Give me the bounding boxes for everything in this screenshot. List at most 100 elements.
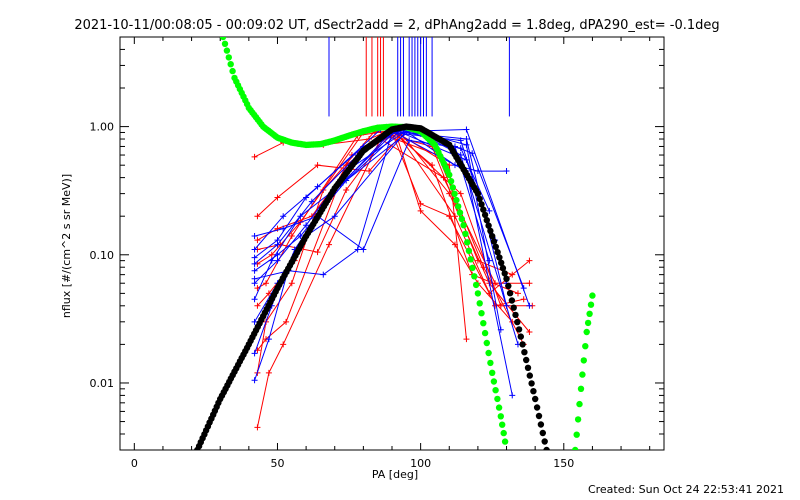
flux-point-marker: [503, 168, 510, 175]
model-curve-dot: [501, 270, 508, 277]
model-curve-dot: [490, 238, 498, 245]
model-curve-dot: [478, 310, 485, 317]
flux-point-marker: [251, 350, 258, 357]
flux-point-marker: [451, 241, 458, 248]
model-curve-dot: [219, 37, 227, 41]
flux-point-marker: [509, 271, 516, 278]
flux-point-marker: [406, 137, 413, 144]
flux-point-marker: [251, 246, 258, 253]
flux-point-marker: [251, 296, 258, 303]
flux-point-marker: [280, 213, 287, 220]
model-curve-dot: [517, 333, 524, 340]
model-curve-dot: [510, 304, 517, 311]
flux-point-marker: [486, 207, 493, 214]
model-curve-dot: [579, 371, 586, 378]
flux-point-marker: [497, 326, 504, 333]
flux-point-marker: [251, 377, 258, 384]
flux-point-marker: [274, 225, 281, 232]
model-curve-dot: [539, 429, 546, 437]
flux-point-marker: [303, 194, 310, 201]
model-curve-dot: [456, 209, 464, 216]
model-curve-dot: [483, 339, 490, 347]
model-curve-dot: [535, 412, 543, 420]
flux-point-marker: [314, 249, 321, 256]
flux-point-marker: [251, 254, 258, 261]
model-curve-dot: [576, 400, 583, 408]
model-curve-dot: [476, 195, 483, 203]
flux-point-marker: [274, 251, 281, 258]
flux-point-marker: [514, 290, 521, 297]
flux-point-marker: [360, 246, 367, 253]
model-curve-dot: [519, 341, 526, 348]
model-curve-dot: [572, 446, 579, 450]
flux-trace-line: [254, 128, 490, 354]
model-curve-dot: [471, 273, 478, 280]
model-curve-dot: [465, 247, 473, 254]
model-curve-dot: [496, 254, 503, 261]
flux-point-marker: [417, 207, 424, 214]
model-curve-dot: [587, 301, 595, 308]
model-curve-dot: [483, 217, 490, 224]
model-curve-dot: [506, 290, 514, 297]
model-curve-dot: [451, 190, 458, 197]
model-curve-dot: [589, 292, 596, 299]
model-curve-dot: [514, 318, 521, 326]
flux-point-marker: [254, 237, 261, 244]
model-curve-dot: [225, 54, 232, 61]
flux-point-marker: [268, 251, 275, 258]
model-curve-dot: [487, 359, 494, 367]
x-tick-label: 100: [410, 457, 431, 470]
model-curve-dot: [524, 364, 532, 371]
flux-point-marker: [463, 136, 470, 143]
model-curve-dot: [492, 387, 499, 394]
flux-point-marker: [492, 302, 499, 309]
flux-point-marker: [288, 233, 295, 240]
flux-point-marker: [274, 194, 281, 201]
model-curve-dot: [478, 201, 485, 208]
flux-point-marker: [254, 302, 261, 309]
model-curve-dot: [533, 404, 541, 411]
model-curve-dot: [503, 275, 510, 282]
flux-point-marker: [326, 241, 333, 248]
flux-point-marker: [417, 200, 424, 207]
flux-point-marker: [251, 318, 258, 325]
flux-point-marker: [251, 267, 258, 274]
model-curve-dot: [586, 310, 593, 317]
flux-point-marker: [497, 302, 504, 309]
flux-point-marker: [520, 296, 527, 303]
model-curve-dot: [584, 319, 592, 327]
model-curve-dot: [492, 243, 499, 250]
model-curve-dot: [515, 326, 523, 333]
flux-trace-line: [257, 134, 525, 345]
x-tick-label: 150: [553, 457, 574, 470]
flux-point-marker: [314, 162, 321, 169]
flux-point-marker: [457, 137, 464, 144]
model-curve-dot: [512, 311, 519, 319]
model-curve-dot: [494, 249, 501, 256]
model-curve-dot: [467, 256, 474, 263]
y-tick-label: 0.01: [90, 377, 115, 390]
model-curve-dot: [528, 380, 535, 387]
flux-point-marker: [263, 280, 270, 287]
model-curve-dot: [474, 290, 482, 297]
model-curve-dot: [458, 215, 465, 223]
model-curve-dot: [485, 349, 492, 357]
flux-point-marker: [526, 302, 533, 309]
flux-point-marker: [469, 150, 476, 157]
flux-point-marker: [366, 168, 373, 175]
flux-point-marker: [526, 257, 533, 264]
model-curve-dot: [583, 328, 590, 336]
model-curve-dot: [580, 357, 587, 364]
flux-point-marker: [463, 126, 470, 133]
model-curve-dot: [462, 230, 469, 237]
model-curve-dot: [487, 227, 494, 235]
flux-point-marker: [492, 280, 499, 287]
flux-point-marker: [274, 237, 281, 244]
flux-point-marker: [251, 233, 258, 240]
x-tick-label: 50: [270, 457, 284, 470]
model-curve-dot: [446, 171, 453, 179]
model-curve-dot: [481, 211, 489, 219]
model-curve-dot: [490, 378, 498, 385]
model-curve-dot: [532, 395, 539, 403]
